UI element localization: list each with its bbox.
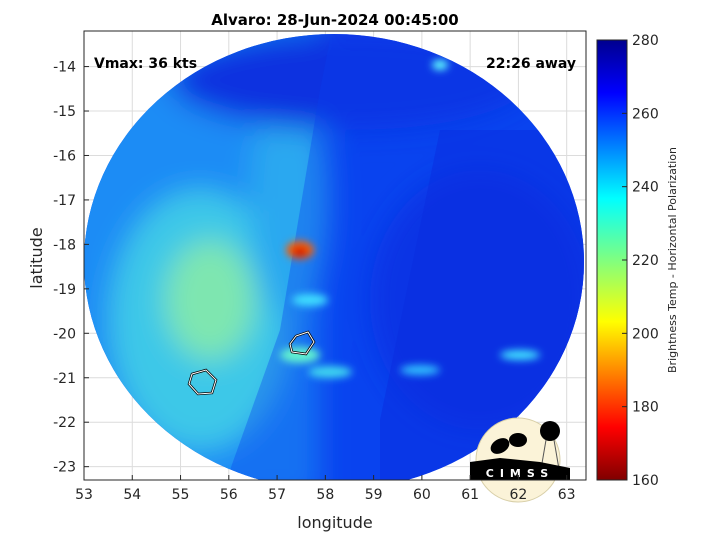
colorbar-tick-label: 200	[632, 326, 659, 342]
y-tick-label: -18	[53, 237, 76, 253]
y-tick-label: -23	[53, 460, 76, 476]
y-tick-label: -16	[53, 148, 76, 164]
x-tick-label: 63	[558, 487, 576, 503]
colorbar-tick-label: 220	[632, 253, 659, 269]
colorbar-tick-label: 260	[632, 106, 659, 122]
y-tick-label: -22	[53, 415, 76, 431]
cimss-logo: CIMSS	[470, 417, 570, 503]
x-tick-label: 60	[413, 487, 431, 503]
colorbar-tick-label: 280	[632, 33, 659, 49]
x-tick-label: 62	[510, 487, 528, 503]
y-tick-label: -15	[53, 104, 76, 120]
time-away-label: 22:26 away	[486, 56, 576, 72]
logo-text: CIMSS	[486, 467, 554, 480]
y-tick-label: -17	[53, 193, 76, 209]
x-tick-label: 57	[268, 487, 286, 503]
chart-title: Alvaro: 28-Jun-2024 00:45:00	[211, 11, 458, 29]
vmax-label: Vmax: 36 kts	[94, 56, 197, 72]
brightness-field	[84, 34, 584, 480]
y-tick-label: -14	[53, 60, 76, 76]
axes-box	[83, 30, 587, 481]
colorbar-tick-label: 240	[632, 180, 659, 196]
y-tick-label: -19	[53, 282, 76, 298]
y-tick-label: -20	[53, 326, 76, 342]
x-tick-label: 55	[172, 487, 190, 503]
x-tick-label: 56	[220, 487, 238, 503]
x-tick-label: 59	[365, 487, 383, 503]
colorbar-tick-label: 160	[632, 473, 659, 489]
x-axis-label: longitude	[297, 513, 372, 532]
y-tick-label: -21	[53, 371, 76, 387]
x-tick-label: 61	[461, 487, 479, 503]
y-axis-label: latitude	[27, 227, 46, 288]
x-tick-label: 58	[316, 487, 334, 503]
colorbar-label: Brightness Temp - Horizontal Polarizatio…	[666, 147, 679, 373]
colorbar-tick-label: 180	[632, 400, 659, 416]
x-tick-label: 54	[123, 487, 141, 503]
x-tick-label: 53	[75, 487, 93, 503]
